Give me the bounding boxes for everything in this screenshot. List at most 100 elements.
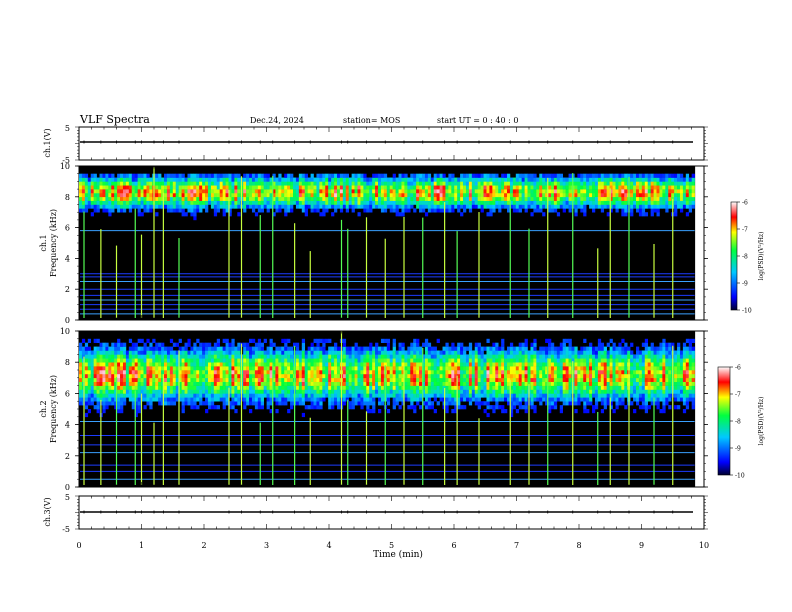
ch1-spectrogram-cell: [430, 181, 435, 186]
ch2-spectrogram-cell: [606, 385, 610, 390]
ch2-spectrogram-cell: [301, 373, 306, 379]
ch2-spectrogram-cell: [600, 389, 605, 394]
ch1-spectrogram-cell: [263, 173, 267, 178]
ch1-spectrogram-cell: [483, 185, 487, 190]
ch2-spectrogram-cell: [518, 401, 522, 406]
ch1-spectrogram-cell: [155, 204, 159, 209]
ch1-spectrogram-cell: [477, 173, 481, 178]
ch1-spectrogram-cell: [237, 173, 241, 178]
ch2-spectrogram-cell: [310, 358, 314, 363]
ch2-spectrogram-cell: [545, 377, 549, 382]
ch2-spectrogram-cell: [413, 370, 417, 375]
ch1-spectrogram-cell: [530, 204, 534, 209]
ch1-spectrogram-cell: [501, 189, 505, 194]
ch1-spectrogram-cell: [463, 185, 467, 190]
ch2-spectrogram-cell: [457, 401, 461, 406]
ch1-spectrogram-cell: [486, 181, 490, 186]
ch1-spectrogram-cell: [592, 185, 596, 190]
ch2-spectrogram-cell: [583, 362, 587, 367]
ch2-spectrogram-cell: [389, 373, 393, 379]
ch2-spectrogram-cell: [134, 370, 138, 375]
ch2-spectrogram-cell: [287, 350, 291, 355]
ch2-spectrogram-cell: [266, 393, 270, 398]
ch1-spectrogram-cell: [81, 192, 86, 198]
ch2-spectrogram-cell: [149, 373, 153, 379]
ch2-spectrogram-cell: [372, 409, 376, 414]
ch2-spectrogram-cell: [600, 354, 605, 359]
ch2-spectrogram-cell: [205, 354, 209, 359]
ch2-spectrogram-cell: [125, 358, 130, 363]
ch2-spectrogram-cell: [169, 346, 174, 351]
ch1-spectrogram-cell: [451, 200, 455, 205]
ch2-spectrogram-cell: [290, 366, 294, 371]
ch1-spectrogram-cell: [278, 208, 282, 213]
ch1-spectrogram-cell: [539, 192, 543, 198]
ch2-spectrogram-cell: [278, 385, 282, 390]
ch2-spectrogram-cell: [152, 373, 156, 379]
ch2-spectrogram-cell: [357, 350, 361, 355]
ch2-spectrogram-cell: [424, 401, 429, 406]
ch2-spectrogram-cell: [122, 342, 127, 347]
ch1-spectrogram-cell: [404, 204, 408, 209]
ch2-spectrogram-cell: [550, 346, 555, 351]
ch2-spectrogram-cell: [199, 397, 203, 402]
ch2-spectrogram-cell: [430, 377, 435, 382]
ch1-spectrogram-cell: [304, 208, 308, 213]
ch1-spectrogram-cell: [357, 196, 361, 201]
ch2-spectrogram-cell: [93, 385, 97, 390]
ch1-spectrogram-cell: [90, 204, 94, 209]
ch2-spectrogram-cell: [234, 358, 238, 363]
ch2-spectrogram-cell: [342, 373, 347, 379]
ch1-spectrogram-cell: [345, 189, 350, 194]
ch2-spectrogram-cell: [594, 366, 599, 371]
ch1-spectrogram-cell: [213, 181, 218, 186]
ch2-spectrogram-cell: [530, 397, 534, 402]
ch2-spectrogram-cell: [410, 401, 414, 406]
ch2-spectrogram-cell: [307, 370, 311, 375]
ch2-spectrogram-cell: [199, 373, 203, 379]
ch2-spectrogram-cell: [559, 354, 564, 359]
ch2-spectrogram-cell: [278, 401, 282, 406]
ch1-spectrogram-cell: [395, 185, 399, 190]
ch2-spectrogram-cell: [518, 362, 522, 367]
ch1-spectrogram-cell: [679, 200, 684, 205]
ch2-spectrogram-cell: [190, 393, 194, 398]
ch2-spectrogram-cell: [392, 401, 396, 406]
ch2-spectrogram-cell: [404, 370, 408, 375]
ch1-spectrogram-cell: [328, 185, 332, 190]
ch1-spectrogram-cell: [433, 173, 437, 178]
ch2-spectrogram-cell: [143, 397, 147, 402]
ch1-spectrogram-cell: [521, 200, 525, 205]
ch2-spectrogram-cell: [155, 397, 159, 402]
ch2-spectrogram-cell: [263, 373, 267, 379]
ch2-spectrogram-cell: [251, 350, 256, 355]
ch2-spectrogram-cell: [166, 346, 171, 351]
ch2-spectrogram-cell: [430, 354, 435, 359]
ch2-spectrogram-cell: [219, 377, 223, 382]
ch2-spectrogram-cell: [574, 350, 578, 355]
ch1-spectrogram-cell: [550, 200, 555, 205]
ch2-spectrogram-cell: [128, 354, 133, 359]
ch2-spectrogram-cell: [501, 342, 505, 347]
ch2-spectrogram-cell: [322, 370, 326, 375]
ch1-spectrogram-cell: [427, 204, 432, 209]
ch2-spectrogram-cell: [413, 389, 417, 394]
ch1-spectrogram-cell: [284, 196, 288, 201]
ch1-spectrogram-cell: [310, 208, 314, 213]
ch2-spectrogram-cell: [404, 393, 408, 398]
ch2-spectrogram-cell: [553, 385, 558, 390]
ch2-spectrogram-cell: [310, 385, 314, 390]
ch2-spectrogram-cell: [515, 377, 520, 382]
ch2-spectrogram-cell: [477, 358, 481, 363]
ch1-spectrogram-cell: [656, 212, 660, 217]
ch2-spectrogram-cell: [600, 370, 605, 375]
ch1-spectrogram-cell: [351, 208, 355, 213]
ch2-spectrogram-cell: [334, 366, 338, 371]
ch2-spectrogram-cell: [589, 366, 593, 371]
ch2-spectrogram-cell: [158, 381, 162, 386]
ch2-spectrogram-cell: [424, 350, 429, 355]
ch1-spectrogram-cell: [550, 185, 555, 190]
ch2-spectrogram-cell: [354, 346, 358, 351]
ch1-spectrogram-cell: [380, 200, 385, 205]
ch2-spectrogram-cell: [301, 346, 306, 351]
